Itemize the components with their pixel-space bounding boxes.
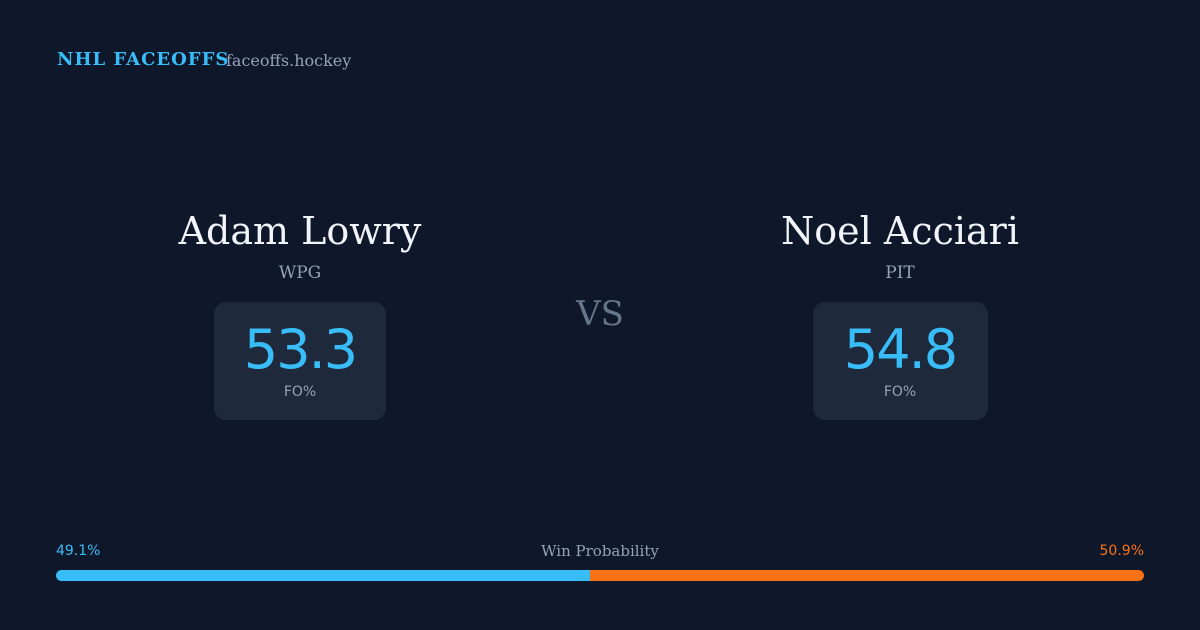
stat-label: FO% [283,384,317,400]
player-card: Noel Acciari PIT 54.8 FO% [700,205,1100,420]
stat-box: 54.8 FO% [812,302,988,420]
versus: VS [576,294,624,334]
player-name: Adam Lowry [178,209,422,253]
win-probability-bar [56,570,1144,581]
team: PIT [885,263,915,283]
stat-label: FO% [883,384,917,400]
team: WPG [278,263,322,283]
stat-box: 53.3 FO% [214,302,386,420]
bar-segment [590,570,1144,581]
stat-value: 53.3 [243,318,358,381]
player-card: Adam Lowry WPG 53.3 FO% [100,205,500,420]
brand: NHL FACEOFFS [57,49,230,70]
site: faceoffs.hockey [226,51,352,70]
player-name: Noel Acciari [781,209,1019,253]
bar-segment [56,570,591,581]
win-probability-label: Win Probability [541,542,659,560]
win-probability-value: 49.1% [56,543,101,559]
stat-value: 54.8 [843,318,958,381]
win-probability-value: 50.9% [1099,543,1144,559]
